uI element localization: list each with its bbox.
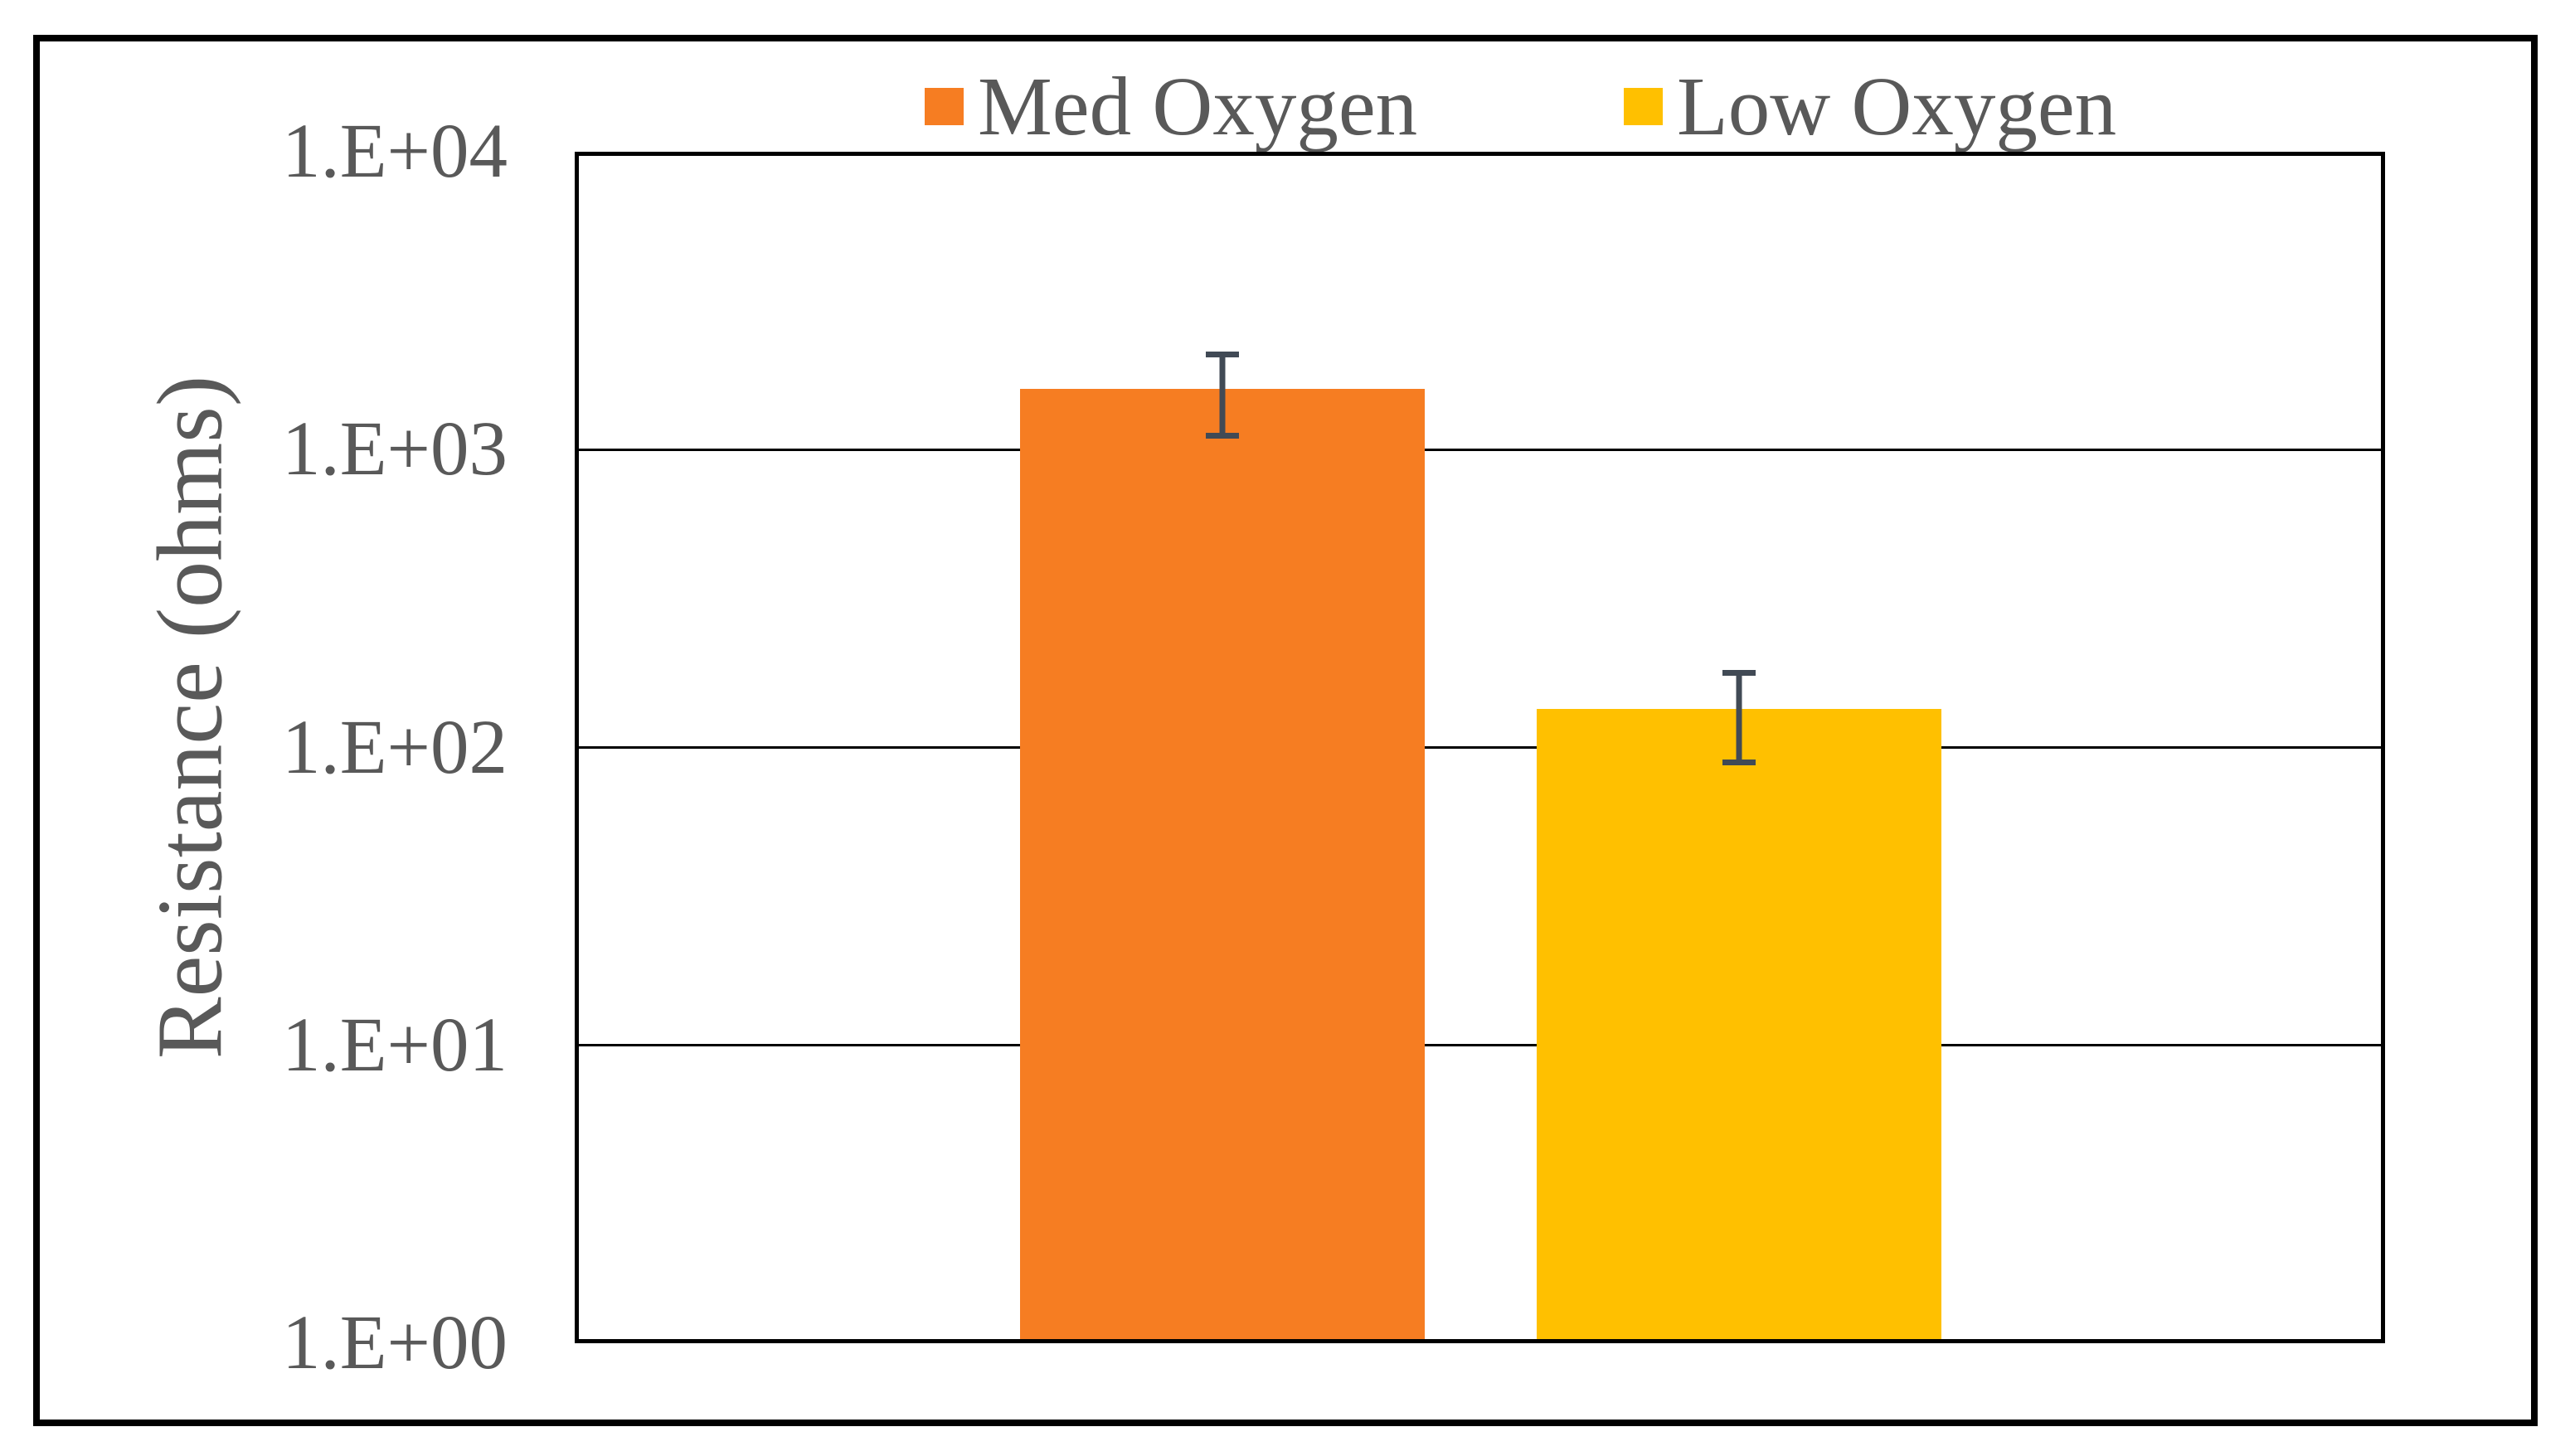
y-tick-label-1e1: 1.E+01 <box>281 1002 508 1088</box>
error-bar-stem <box>1219 352 1226 439</box>
plot-area <box>575 152 2385 1343</box>
legend-item-low-oxygen: Low Oxygen <box>1624 63 2116 149</box>
gridline-1e2 <box>575 746 2385 749</box>
gridline-1e3 <box>575 448 2385 451</box>
error-bar-bottom-cap <box>1722 760 1756 766</box>
error-bar-stem <box>1736 670 1742 766</box>
error-bar-bottom-cap <box>1206 432 1239 439</box>
bar-med-oxygen <box>1020 388 1425 1343</box>
legend-label-med-oxygen: Med Oxygen <box>978 60 1418 153</box>
legend-swatch-low-oxygen-icon <box>1624 87 1663 125</box>
bar-low-oxygen <box>1537 708 1941 1343</box>
y-tick-label-1e0: 1.E+00 <box>281 1300 508 1386</box>
y-tick-label-1e4: 1.E+04 <box>281 109 508 194</box>
legend-label-low-oxygen: Low Oxygen <box>1677 60 2117 153</box>
error-bar-med-oxygen <box>1206 352 1239 439</box>
y-tick-label-1e3: 1.E+03 <box>281 406 508 493</box>
error-bar-low-oxygen <box>1722 670 1756 766</box>
legend-item-med-oxygen: Med Oxygen <box>925 63 1417 149</box>
y-tick-label-1e2: 1.E+02 <box>281 704 508 790</box>
figure-border <box>33 35 2538 1426</box>
gridline-1e1 <box>575 1044 2385 1047</box>
legend-swatch-med-oxygen-icon <box>925 87 964 125</box>
